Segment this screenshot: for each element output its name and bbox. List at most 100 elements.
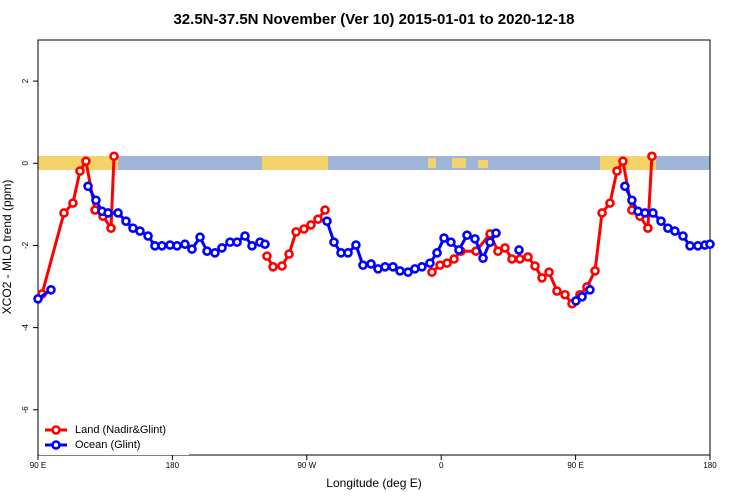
legend-label: Land (Nadir&Glint) [75, 424, 166, 436]
y-tick-label: -2 [21, 241, 30, 249]
point [640, 208, 650, 218]
point [33, 294, 43, 304]
point [351, 240, 361, 250]
x-tick-label: 90 E [30, 461, 46, 470]
chart-title: 32.5N-37.5N November (Ver 10) 2015-01-01… [173, 11, 574, 28]
point [585, 285, 595, 295]
y-tick-label: 2 [21, 78, 30, 83]
point [648, 208, 658, 218]
legend-label: Ocean (Glint) [75, 439, 140, 451]
point [395, 266, 405, 276]
point [284, 249, 294, 259]
point [523, 252, 533, 262]
point [552, 286, 562, 296]
x-tick-label: 0 [439, 461, 444, 470]
point [627, 195, 637, 206]
point [388, 262, 398, 272]
point [113, 208, 123, 218]
x-tick-label: 180 [703, 461, 717, 470]
point [590, 266, 600, 276]
point [656, 216, 666, 227]
x-tick-label: 90 W [297, 461, 316, 470]
point [59, 208, 69, 218]
x-axis-label: Longitude (deg E) [326, 476, 421, 490]
point [232, 237, 242, 247]
point [491, 228, 501, 238]
point [210, 248, 220, 258]
point [537, 273, 547, 283]
point [217, 243, 227, 253]
point [202, 246, 212, 256]
point [247, 241, 257, 251]
point [670, 226, 680, 236]
point [605, 198, 615, 208]
point [507, 254, 517, 264]
point [577, 292, 587, 302]
point [187, 244, 197, 254]
point [560, 289, 570, 300]
point [180, 239, 190, 250]
point [544, 267, 554, 277]
point [75, 166, 85, 176]
point [81, 156, 91, 167]
point [268, 262, 278, 272]
point [454, 245, 464, 255]
y-tick-label: 0 [21, 160, 30, 165]
point [172, 241, 182, 251]
point [514, 245, 524, 255]
x-tick-label: 180 [166, 461, 180, 470]
point [620, 181, 630, 192]
point [68, 198, 78, 208]
point [358, 260, 368, 270]
point [291, 227, 301, 237]
point [135, 226, 145, 236]
legend-marker [51, 440, 61, 450]
y-axis-label: XCO2 - MLO trend (ppm) [0, 180, 14, 315]
point [530, 261, 540, 271]
point [380, 262, 390, 272]
point [277, 261, 287, 271]
land-ocean-strip [38, 156, 710, 170]
point [106, 223, 116, 233]
point [449, 254, 459, 264]
point [612, 166, 622, 176]
point [478, 253, 488, 263]
point [446, 237, 456, 247]
point [643, 223, 653, 233]
point [91, 195, 101, 206]
point [109, 151, 119, 162]
point [320, 205, 330, 215]
point [260, 239, 270, 250]
point [515, 254, 525, 264]
y-tick-label: -4 [21, 324, 30, 332]
x-tick-label: 90 E [567, 461, 583, 470]
point [313, 214, 323, 224]
y-tick-label: -6 [21, 406, 30, 414]
point [417, 262, 427, 272]
point [329, 237, 339, 247]
point [299, 224, 309, 234]
point [571, 296, 581, 306]
point [195, 232, 205, 243]
point [485, 237, 495, 247]
point [618, 156, 628, 167]
point [343, 248, 353, 258]
point [425, 258, 435, 268]
point [157, 241, 167, 251]
point [240, 231, 250, 241]
point [427, 267, 437, 277]
point [678, 231, 688, 241]
legend-box [39, 421, 189, 455]
point [705, 239, 715, 250]
point [83, 181, 93, 192]
point [647, 151, 657, 162]
point [262, 251, 272, 261]
plot-frame [37, 39, 711, 456]
point [597, 208, 607, 218]
legend-marker [51, 425, 61, 435]
point [322, 216, 332, 227]
point [439, 233, 449, 243]
point [685, 241, 695, 251]
point [493, 246, 503, 256]
